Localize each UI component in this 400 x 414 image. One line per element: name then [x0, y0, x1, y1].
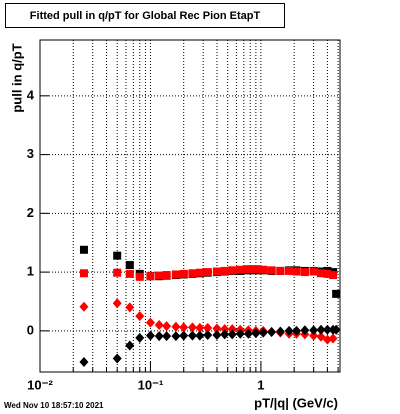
y-tick-label: 4	[27, 87, 35, 102]
diamond-marker	[145, 317, 155, 328]
diamond-marker	[316, 331, 326, 342]
diamond-marker	[316, 324, 326, 335]
square-marker	[244, 265, 253, 274]
square-marker	[135, 272, 144, 281]
square-marker	[267, 266, 276, 275]
square-marker	[203, 268, 212, 277]
diamond-marker	[195, 322, 205, 333]
diamond-marker	[267, 327, 277, 338]
square-marker	[292, 267, 301, 276]
x-tick-label: 10⁻¹	[138, 377, 164, 392]
square-marker	[285, 266, 294, 275]
square-marker	[323, 269, 332, 278]
diamond-marker	[309, 325, 319, 336]
square-marker	[125, 269, 134, 278]
diamond-marker	[331, 324, 341, 335]
diamond-marker	[322, 334, 332, 345]
diamond-marker	[243, 328, 253, 339]
x-tick-label: 10⁻²	[27, 377, 53, 392]
diamond-marker	[292, 325, 302, 336]
diamond-marker	[195, 330, 205, 341]
x-axis-title: pT/|q| (GeV/c)	[254, 395, 338, 410]
diamond-marker	[258, 327, 268, 338]
diamond-marker	[227, 324, 237, 335]
square-marker	[155, 271, 164, 280]
diamond-marker	[162, 331, 172, 342]
square-marker	[276, 266, 285, 275]
diamond-marker	[112, 298, 122, 309]
timestamp: Wed Nov 10 18:57:10 2021	[4, 401, 104, 410]
square-marker	[179, 269, 188, 278]
square-marker	[171, 270, 180, 279]
chart-title: Fitted pull in q/pT for Global Rec Pion …	[30, 10, 261, 22]
diamond-marker	[300, 325, 310, 336]
diamond-marker	[125, 340, 135, 351]
square-marker	[236, 265, 245, 274]
diamond-marker	[171, 331, 181, 342]
square-marker	[300, 268, 309, 277]
square-marker	[113, 268, 122, 277]
square-marker	[332, 289, 341, 298]
square-marker	[329, 271, 338, 280]
diamond-marker	[79, 301, 89, 312]
square-marker	[228, 266, 237, 275]
diamond-marker	[284, 325, 294, 336]
diamond-marker	[135, 311, 145, 322]
diamond-marker	[220, 329, 230, 340]
y-axis-title: pull in q/pT	[9, 43, 24, 112]
diamond-marker	[235, 328, 245, 339]
diamond-marker	[154, 319, 164, 330]
square-marker	[317, 269, 326, 278]
y-tick-label: 3	[27, 146, 34, 161]
diamond-marker	[162, 321, 172, 332]
square-marker	[113, 251, 122, 260]
square-marker	[195, 268, 204, 277]
diamond-marker	[322, 324, 332, 335]
diamond-marker	[275, 326, 285, 337]
diamond-marker	[187, 322, 197, 333]
diamond-marker	[135, 332, 145, 343]
square-marker	[188, 269, 197, 278]
diamond-marker	[212, 329, 222, 340]
diamond-marker	[154, 331, 164, 342]
square-marker	[125, 261, 134, 270]
square-marker	[259, 265, 268, 274]
diamond-marker	[125, 302, 135, 313]
square-marker	[309, 267, 318, 276]
diamond-marker	[227, 329, 237, 340]
square-marker	[220, 266, 229, 275]
title-box	[5, 3, 285, 28]
square-marker	[146, 272, 155, 281]
diamond-marker	[212, 323, 222, 334]
diamond-marker	[179, 330, 189, 341]
plot-frame	[39, 39, 341, 373]
diamond-marker	[187, 330, 197, 341]
diamond-marker	[203, 322, 213, 333]
diamond-marker	[309, 330, 319, 341]
square-marker	[79, 245, 88, 254]
diamond-marker	[145, 330, 155, 341]
square-marker	[212, 267, 221, 276]
diamond-marker	[220, 324, 230, 335]
diamond-marker	[328, 333, 338, 344]
diamond-marker	[79, 357, 89, 368]
square-marker	[251, 265, 260, 274]
square-marker	[79, 269, 88, 278]
diamond-marker	[171, 321, 181, 332]
diamond-marker	[179, 322, 189, 333]
y-tick-label: 2	[27, 205, 34, 220]
y-tick-label: 0	[27, 322, 34, 337]
square-marker	[162, 271, 171, 280]
y-tick-label: 1	[27, 264, 34, 279]
diamond-marker	[203, 329, 213, 340]
diamond-marker	[251, 328, 261, 339]
diamond-marker	[112, 353, 122, 364]
x-tick-label: 1	[257, 377, 264, 392]
